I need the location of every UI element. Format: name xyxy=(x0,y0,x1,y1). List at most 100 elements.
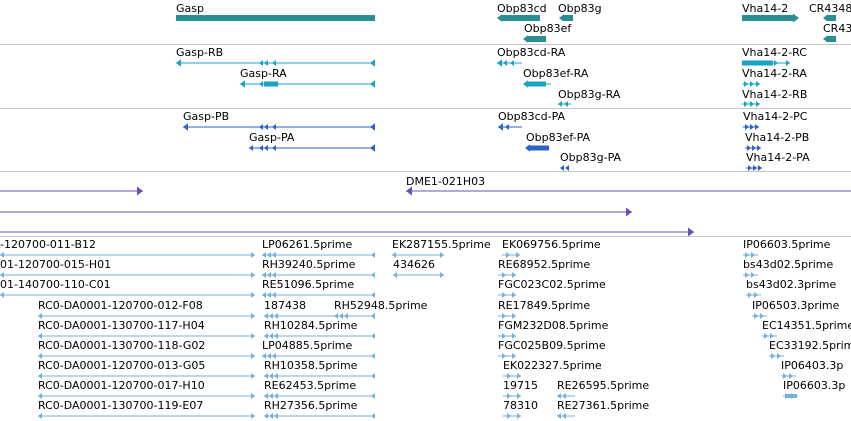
strand-arrow-right[interactable] xyxy=(517,413,521,419)
feature-block[interactable] xyxy=(827,36,836,42)
feature-label[interactable]: RH10358.5prime xyxy=(264,359,358,372)
strand-arrow-right[interactable] xyxy=(783,373,787,379)
feature-label[interactable]: bs43d02.5prime xyxy=(743,258,834,271)
strand-arrow-left[interactable] xyxy=(272,145,276,151)
feature-label[interactable]: IP06603.5prime xyxy=(743,238,831,251)
feature-block[interactable] xyxy=(742,15,793,21)
feature-label[interactable]: RH10284.5prime xyxy=(264,319,358,332)
strand-arrow-left[interactable] xyxy=(264,373,268,379)
strand-arrow-left[interactable] xyxy=(38,413,42,419)
strand-arrow-right[interactable] xyxy=(251,292,255,298)
feature-block[interactable] xyxy=(785,394,797,398)
feature-label[interactable]: Gasp-RA xyxy=(240,67,287,80)
strand-arrow-right[interactable] xyxy=(251,413,255,419)
strand-arrow-right[interactable] xyxy=(793,13,799,23)
strand-arrow-right[interactable] xyxy=(745,272,749,278)
strand-arrow-left[interactable] xyxy=(371,313,375,319)
feature-label[interactable]: Obp83g-RA xyxy=(558,88,621,101)
strand-arrow-left[interactable] xyxy=(262,353,266,359)
feature-label[interactable]: 01-140700-110-C01 xyxy=(0,278,111,291)
strand-arrow-right[interactable] xyxy=(251,333,255,339)
feature-label[interactable]: Obp83ef xyxy=(524,22,572,35)
feature-label[interactable]: bs43d02.3prime xyxy=(746,278,837,291)
feature-label[interactable]: Obp83g xyxy=(558,2,602,15)
feature-label[interactable]: 19715 xyxy=(503,379,538,392)
strand-arrow-right[interactable] xyxy=(507,393,511,399)
strand-arrow-left[interactable] xyxy=(370,59,375,67)
strand-arrow-left[interactable] xyxy=(240,80,245,88)
feature-label[interactable]: IP06403.3p xyxy=(781,359,844,372)
strand-arrow-left[interactable] xyxy=(267,252,271,258)
feature-label[interactable]: RC0-DA0001-120700-017-H10 xyxy=(38,379,205,392)
feature-label[interactable]: IP06503.3prime xyxy=(752,299,840,312)
strand-arrow-left[interactable] xyxy=(38,333,42,339)
feature-label[interactable]: RE68952.5prime xyxy=(498,258,591,271)
strand-arrow-left[interactable] xyxy=(264,60,268,66)
strand-arrow-right[interactable] xyxy=(754,60,758,66)
feature-label[interactable]: EK287155.5prime xyxy=(392,238,491,251)
strand-arrow-right[interactable] xyxy=(251,313,255,319)
feature-label[interactable]: Gasp-RB xyxy=(176,46,224,59)
strand-arrow-left[interactable] xyxy=(264,413,268,419)
strand-arrow-left[interactable] xyxy=(0,292,4,298)
strand-arrow-left[interactable] xyxy=(371,353,375,359)
strand-arrow-left[interactable] xyxy=(392,252,396,258)
strand-arrow-left[interactable] xyxy=(259,60,263,66)
feature-label[interactable]: Vha14-2-PB xyxy=(745,131,810,144)
strand-arrow-left[interactable] xyxy=(525,144,530,152)
strand-arrow-left[interactable] xyxy=(823,35,828,43)
strand-arrow-right[interactable] xyxy=(251,393,255,399)
feature-label[interactable]: RC0-DA0001-130700-117-H04 xyxy=(38,319,205,332)
strand-arrow-left[interactable] xyxy=(344,313,348,319)
strand-arrow-right[interactable] xyxy=(748,292,752,298)
strand-arrow-right[interactable] xyxy=(507,413,511,419)
strand-arrow-left[interactable] xyxy=(259,124,263,130)
strand-arrow-left[interactable] xyxy=(176,59,181,67)
feature-label[interactable]: 434626 xyxy=(393,258,435,271)
strand-arrow-left[interactable] xyxy=(264,333,268,339)
strand-arrow-left[interactable] xyxy=(269,373,273,379)
feature-block[interactable] xyxy=(527,81,546,87)
strand-arrow-left[interactable] xyxy=(371,252,375,258)
strand-arrow-left[interactable] xyxy=(183,123,188,131)
strand-arrow-left[interactable] xyxy=(393,272,397,278)
strand-arrow-left[interactable] xyxy=(274,313,278,319)
strand-arrow-left[interactable] xyxy=(272,272,276,278)
feature-label[interactable]: FGC025B09.5prime xyxy=(498,339,606,352)
strand-arrow-right[interactable] xyxy=(754,292,758,298)
feature-label[interactable]: RC0-DA0001-130700-119-E07 xyxy=(38,399,204,412)
strand-arrow-right[interactable] xyxy=(507,373,511,379)
feature-label[interactable]: RH27356.5prime xyxy=(264,399,358,412)
strand-arrow-left[interactable] xyxy=(557,413,561,419)
strand-arrow-right[interactable] xyxy=(137,186,143,196)
feature-label[interactable]: Obp83ef-RA xyxy=(523,67,589,80)
strand-arrow-right[interactable] xyxy=(506,252,510,258)
feature-label[interactable]: Gasp-PA xyxy=(249,131,295,144)
strand-arrow-left[interactable] xyxy=(38,353,42,359)
feature-label[interactable]: RE26595.5prime xyxy=(557,379,650,392)
strand-arrow-left[interactable] xyxy=(334,313,338,319)
strand-arrow-right[interactable] xyxy=(762,60,766,66)
strand-arrow-left[interactable] xyxy=(264,81,268,87)
strand-arrow-left[interactable] xyxy=(371,333,375,339)
strand-arrow-left[interactable] xyxy=(267,292,271,298)
strand-arrow-left[interactable] xyxy=(339,313,343,319)
strand-arrow-left[interactable] xyxy=(269,313,273,319)
feature-label[interactable]: RH52948.5prime xyxy=(334,299,428,312)
strand-arrow-left[interactable] xyxy=(560,165,564,171)
strand-arrow-left[interactable] xyxy=(272,252,276,258)
feature-label[interactable]: Vha14-2-RB xyxy=(742,88,808,101)
feature-block[interactable] xyxy=(527,36,546,42)
strand-arrow-right[interactable] xyxy=(777,353,781,359)
strand-arrow-left[interactable] xyxy=(370,80,375,88)
feature-label[interactable]: 01-120700-015-H01 xyxy=(0,258,112,271)
strand-arrow-right[interactable] xyxy=(789,373,793,379)
strand-arrow-left[interactable] xyxy=(562,393,566,399)
feature-label[interactable]: DME1-021H03 xyxy=(406,175,486,188)
strand-arrow-left[interactable] xyxy=(262,272,266,278)
strand-arrow-right[interactable] xyxy=(626,207,632,217)
feature-label[interactable]: Gasp-PB xyxy=(183,110,230,123)
strand-arrow-right[interactable] xyxy=(502,272,506,278)
strand-arrow-right[interactable] xyxy=(251,272,255,278)
